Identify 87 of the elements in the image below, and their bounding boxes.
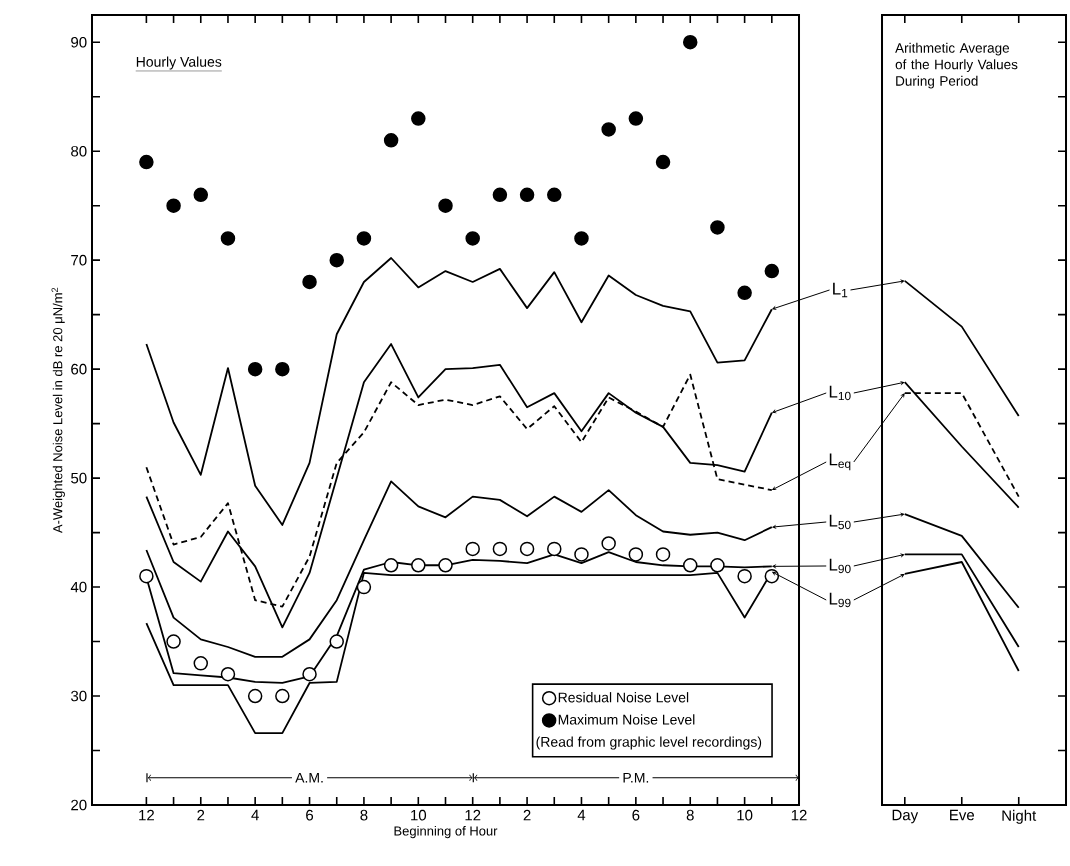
x-tick-label: Night — [1002, 809, 1037, 824]
point — [519, 541, 535, 557]
x-tick-label: 6 — [306, 809, 314, 821]
point — [492, 187, 508, 203]
legend-label: Residual Noise Level — [558, 692, 689, 703]
annotation: P.M. — [623, 772, 649, 783]
point — [329, 252, 344, 268]
y-tick-label: 30 — [71, 690, 87, 702]
point — [438, 558, 453, 573]
point — [193, 187, 209, 203]
point — [139, 154, 154, 170]
point — [574, 547, 589, 562]
annotation: Arithmetic Average of the Hourly Values During Period — [895, 42, 1018, 89]
point — [710, 558, 725, 573]
x-tick-label: 12 — [139, 809, 154, 821]
y-tick-label: 60 — [71, 363, 87, 375]
point — [737, 568, 752, 584]
point — [275, 688, 290, 704]
point — [764, 568, 780, 584]
text: L$_{99}$ — [829, 592, 851, 608]
point — [465, 231, 480, 246]
point — [383, 558, 399, 573]
point — [329, 634, 344, 649]
point — [275, 361, 290, 377]
x-axis-title: Beginning of Hour — [394, 826, 498, 839]
point — [193, 656, 209, 671]
y-tick-label: 20 — [71, 799, 87, 811]
point — [247, 361, 263, 377]
x-tick-label: 12 — [791, 809, 807, 821]
x-tick-label: 2 — [197, 809, 205, 821]
y-tick-label: 50 — [71, 472, 87, 484]
x-tick-label: 8 — [686, 809, 694, 821]
y-tick-label: 70 — [71, 254, 87, 266]
x-tick-label: 10 — [411, 809, 427, 821]
legend-label: L$_{90}$ — [829, 558, 851, 574]
point — [601, 536, 616, 551]
point — [628, 111, 644, 126]
point — [247, 688, 263, 704]
point — [356, 231, 372, 246]
annotation: (Read from graphic level recordings) — [536, 736, 762, 750]
point — [737, 285, 752, 301]
point — [438, 198, 453, 213]
x-tick-label: Day — [892, 809, 919, 824]
point — [519, 187, 535, 203]
point — [465, 541, 480, 557]
point — [710, 220, 725, 235]
point — [356, 579, 372, 595]
y-tick-label: 40 — [70, 581, 87, 593]
x-tick-label: 10 — [737, 809, 753, 821]
x-tick-label: 4 — [251, 809, 259, 821]
point — [628, 547, 644, 562]
point — [166, 634, 181, 649]
point — [601, 122, 616, 137]
annotation: A.M. — [295, 772, 323, 783]
x-tick-label: 12 — [465, 809, 481, 821]
point — [492, 541, 508, 557]
point — [139, 568, 154, 584]
legend-label: L$_{10}$ — [829, 385, 851, 401]
y-tick-label: 90 — [71, 36, 87, 48]
x-tick-label: 6 — [632, 809, 640, 821]
point — [383, 133, 399, 148]
point — [655, 154, 671, 170]
x-tick-label: Eve — [950, 809, 975, 821]
point — [411, 111, 426, 126]
point — [547, 187, 562, 203]
point — [166, 198, 181, 213]
point — [764, 263, 780, 279]
x-tick-label: 8 — [360, 809, 368, 821]
y-axis-title: A-Weighted Noise Level in dB re 20 μN/m$^{2}$ — [51, 287, 65, 534]
legend-label: Maximum Noise Level — [558, 714, 695, 725]
point — [682, 34, 698, 50]
annotation: Hourly Values — [136, 56, 222, 70]
point — [655, 547, 671, 562]
legend-label: L$_{1}$ — [833, 282, 848, 298]
legend-label: L$_{50}$ — [829, 514, 851, 530]
x-tick-label: 2 — [523, 809, 531, 821]
point — [220, 666, 236, 682]
y-tick-label: 80 — [71, 145, 87, 157]
point — [547, 541, 562, 557]
point — [220, 231, 236, 246]
point — [302, 274, 317, 290]
point — [302, 666, 317, 682]
text: L$_{eq}$ — [829, 453, 851, 471]
point — [574, 231, 589, 246]
x-tick-label: 4 — [577, 809, 586, 821]
point — [411, 558, 426, 573]
point — [682, 558, 698, 573]
